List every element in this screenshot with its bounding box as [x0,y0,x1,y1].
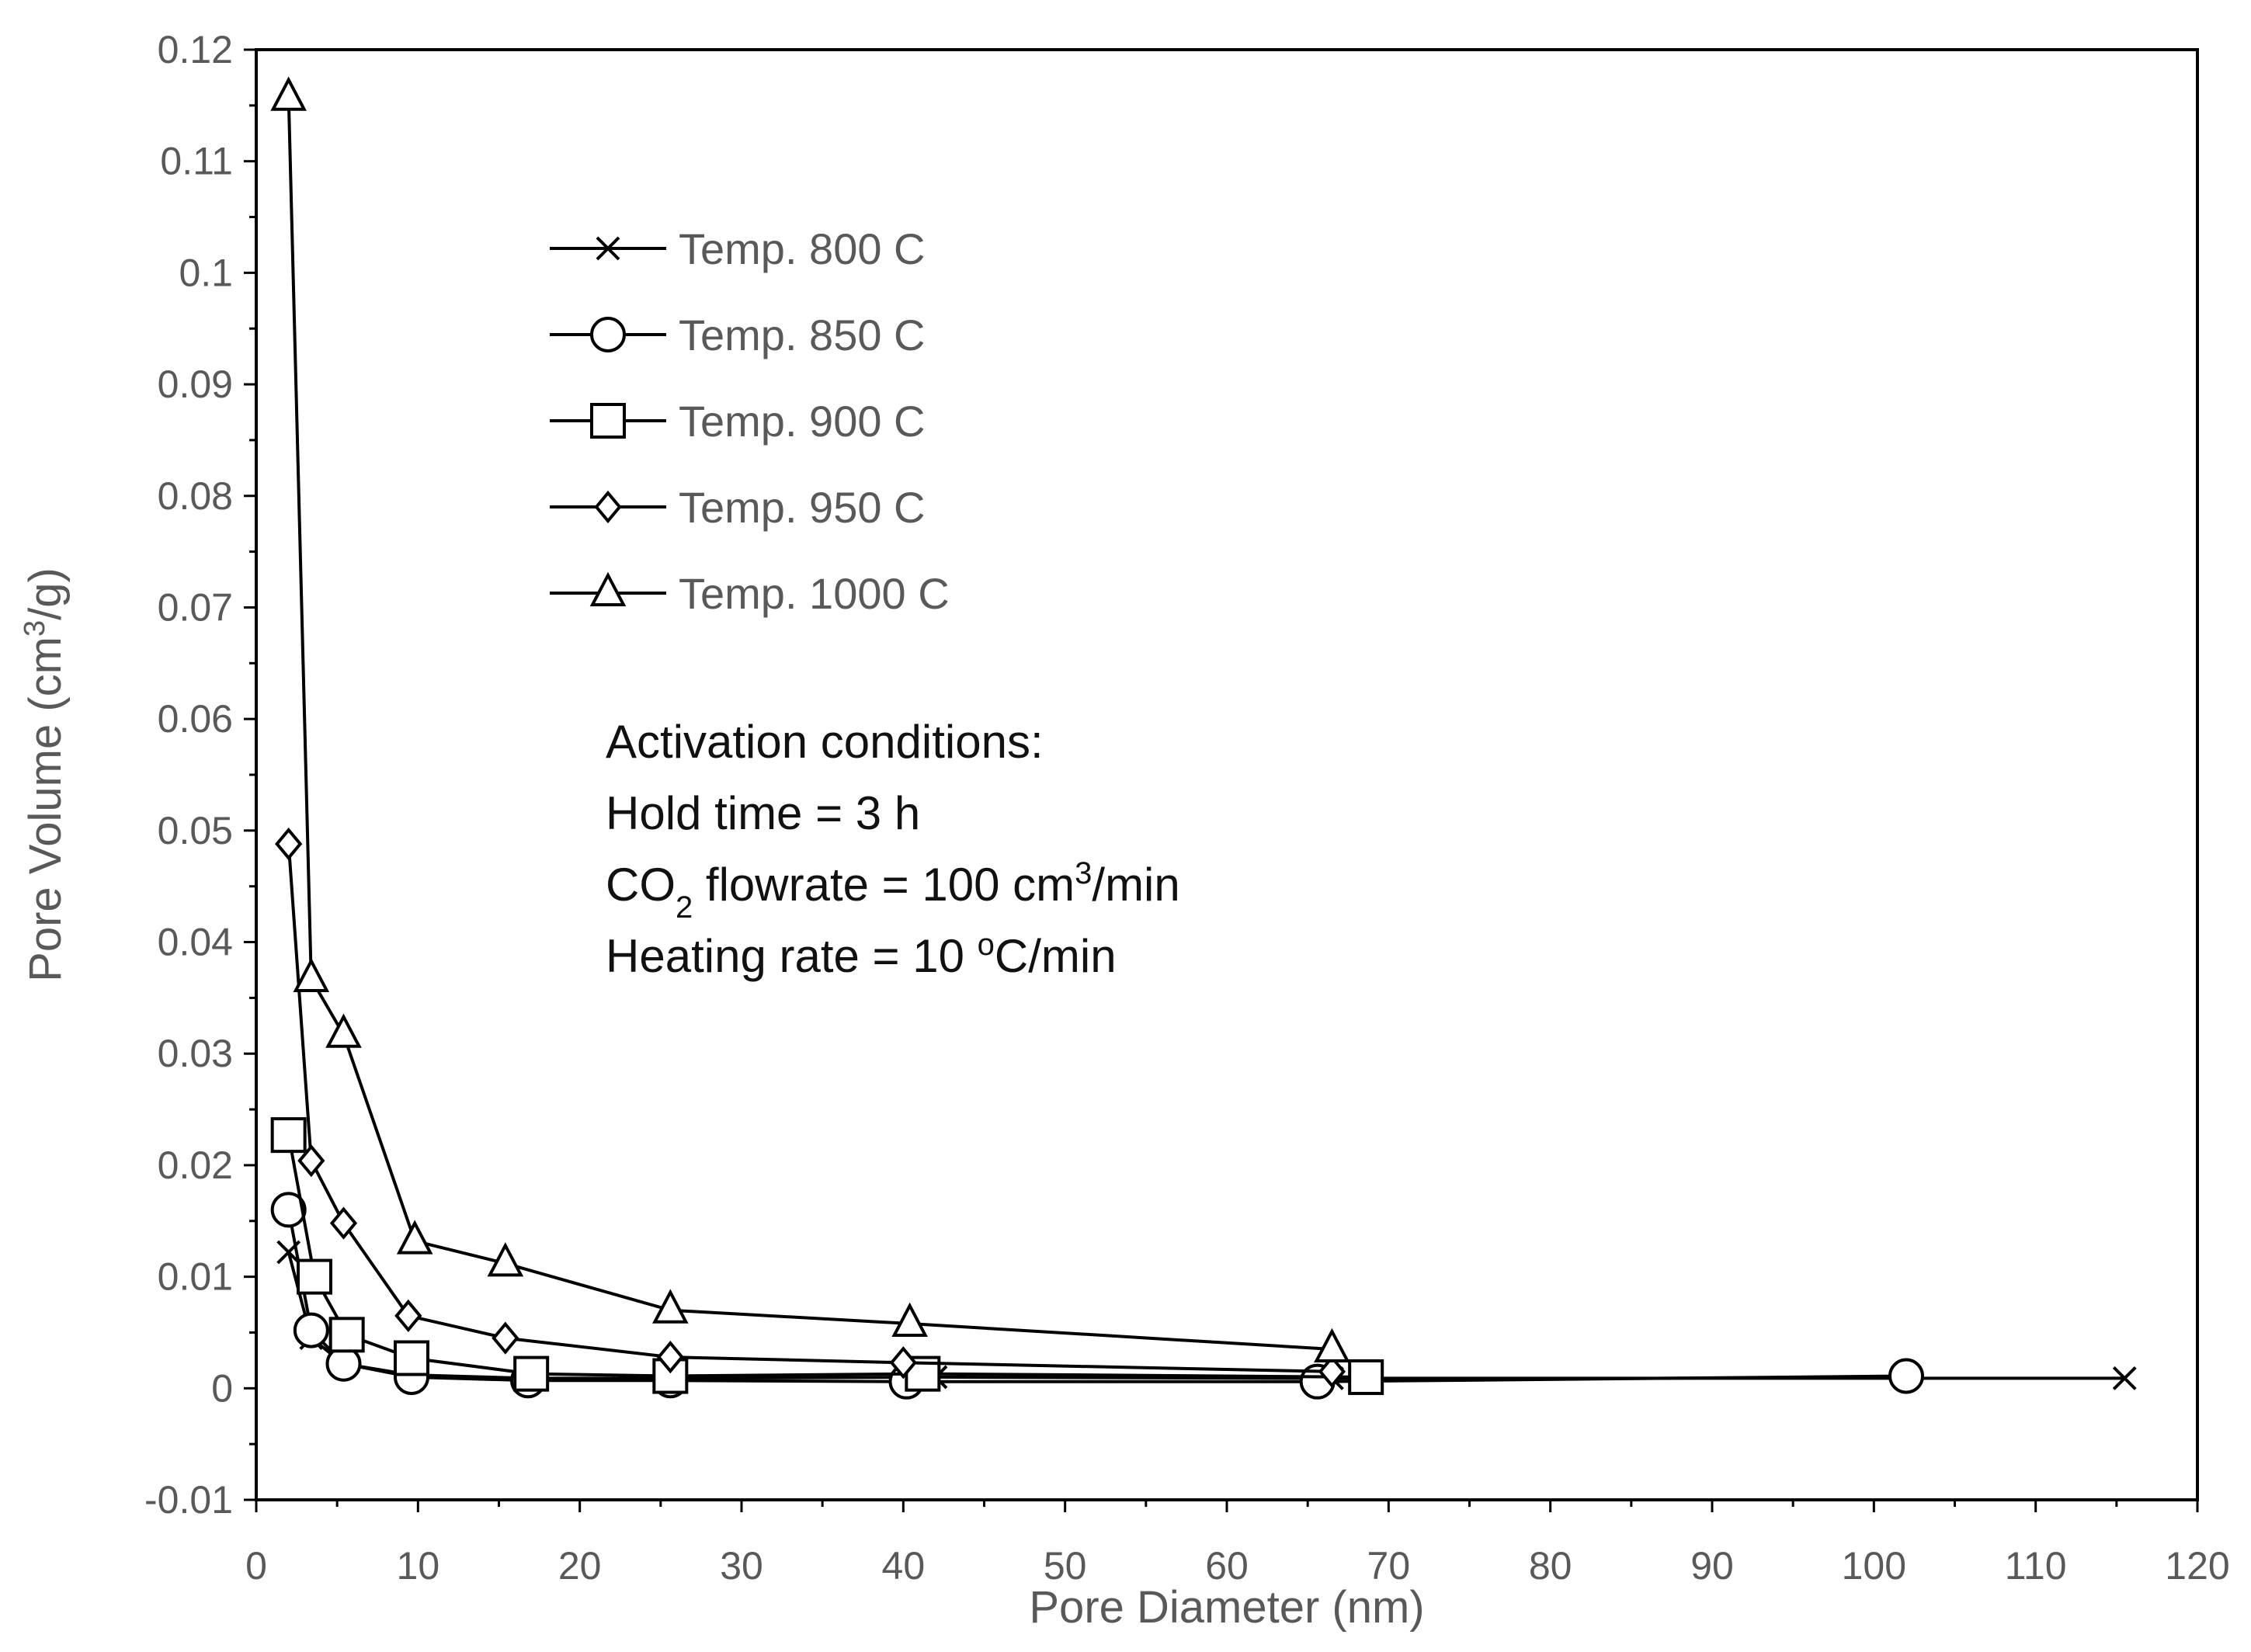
annotation-line: Activation conditions: [606,716,1044,768]
x-tick-label: 100 [1842,1544,1906,1588]
annotation-part: Heating rate = 10 [606,930,978,982]
annotation-part: /min [1092,859,1179,911]
data-point [652,1289,689,1324]
y-tick-label: 0.1 [179,251,233,294]
annotation-part: flowrate = 100 cm [693,859,1075,911]
legend-entry: Temp. 950 C [550,483,926,532]
annotation-line: CO2 flowrate = 100 cm3/min [606,856,1180,925]
x-tick-label: 40 [882,1544,926,1588]
legend-label: Temp. 800 C [679,224,926,273]
x-tick-label: 20 [558,1544,602,1588]
data-point [1314,1328,1350,1363]
y-tick-label: 0 [211,1366,233,1410]
x-tick-label: 10 [397,1544,440,1588]
annotation-line: Hold time = 3 h [606,787,920,839]
data-point [1348,1359,1384,1395]
legend-label: Temp. 900 C [679,397,926,446]
data-point [1888,1358,1924,1394]
y-axis-title-post: /g) [20,567,71,620]
y-tick-label: -0.01 [144,1478,233,1522]
series-triangle [270,76,1350,1363]
data-point [275,827,303,861]
legend-entry: Temp. 850 C [550,311,926,359]
plot-area [255,48,2199,1501]
series-square [270,1117,1384,1395]
data-point [297,1258,332,1295]
legend-marker [589,571,627,606]
y-tick-label: 0.09 [158,363,233,406]
series-diamond [275,827,1346,1388]
data-point [1318,1355,1346,1388]
y-axis-title-sup: 3 [19,620,51,637]
x-tick-label: 110 [2005,1544,2067,1588]
x-axis: 0 10 20 30 40 50 60 70 80 90 100 110 120 [245,1500,2230,1588]
annotation-part: CO [606,859,676,911]
y-tick-label: 0.03 [158,1032,233,1075]
y-tick-label: 0.07 [158,585,233,629]
series-layer [270,76,2137,1400]
annotation-sup: o [978,928,995,962]
y-tick-label: 0.06 [158,697,233,741]
x-tick-label: 80 [1529,1544,1572,1588]
data-point [270,1192,307,1228]
series-line [287,843,1332,1373]
data-point [396,1220,433,1255]
legend-marker [590,403,626,439]
legend-label: Temp. 850 C [679,311,926,359]
x-axis-title: Pore Diameter (nm) [1029,1582,1424,1633]
legend-entry: Temp. 1000 C [550,569,950,618]
y-tick-label: 0.04 [158,921,233,964]
annotation-sup: 3 [1075,856,1092,890]
legend: Temp. 800 C Temp. 850 C Temp. 900 C Temp. 9… [550,224,950,618]
y-tick-label: 0.01 [158,1255,233,1299]
legend-marker [590,317,626,352]
y-tick-label: 0.08 [158,474,233,518]
data-point [656,1340,684,1374]
y-tick-label: 0.02 [158,1144,233,1187]
legend-label: Temp. 950 C [679,483,926,532]
data-point [270,76,307,111]
x-tick-label: 50 [1044,1544,1087,1588]
annotation-part: C/min [995,930,1117,982]
legend-marker [594,490,622,524]
data-point [270,1117,307,1154]
legend-label: Temp. 1000 C [679,569,950,618]
data-point [889,1346,917,1380]
x-tick-label: 0 [245,1544,267,1588]
data-point [2112,1366,2137,1390]
legend-marker [596,236,620,261]
data-point [891,1302,928,1337]
y-axis-title: Pore Volume (cm3/g) [19,567,71,982]
data-point [394,1340,429,1376]
data-point [329,1206,358,1240]
legend-entry: Temp. 900 C [550,397,926,446]
annotation-sub: 2 [676,890,693,925]
legend-entry: Temp. 800 C [550,224,926,273]
x-tick-label: 60 [1205,1544,1249,1588]
y-tick-label: 0.12 [158,28,233,71]
data-point [487,1242,524,1277]
x-tick-label: 30 [720,1544,763,1588]
data-point [325,1013,362,1048]
annotation-line: Heating rate = 10 oC/min [606,928,1117,982]
data-point [293,1312,329,1348]
data-point [394,1299,422,1333]
x-tick-label: 120 [2165,1544,2229,1588]
data-point [293,957,330,992]
x-tick-label: 70 [1367,1544,1411,1588]
x-tick-label: 90 [1690,1544,1734,1588]
data-point [328,1317,365,1353]
data-point [297,1144,325,1178]
y-tick-label: 0.05 [158,809,233,852]
annotation-block: Activation conditions: Hold time = 3 h CO2… [606,716,1180,982]
y-tick-label: 0.11 [160,140,233,183]
data-point [513,1355,550,1392]
y-axis-title-pre: Pore Volume (cm [20,637,71,982]
data-point [492,1321,519,1355]
y-axis: -0.01 0 0.01 0.02 0.03 0.04 0.05 0.06 0.07 0.08 0.… [144,28,256,1522]
